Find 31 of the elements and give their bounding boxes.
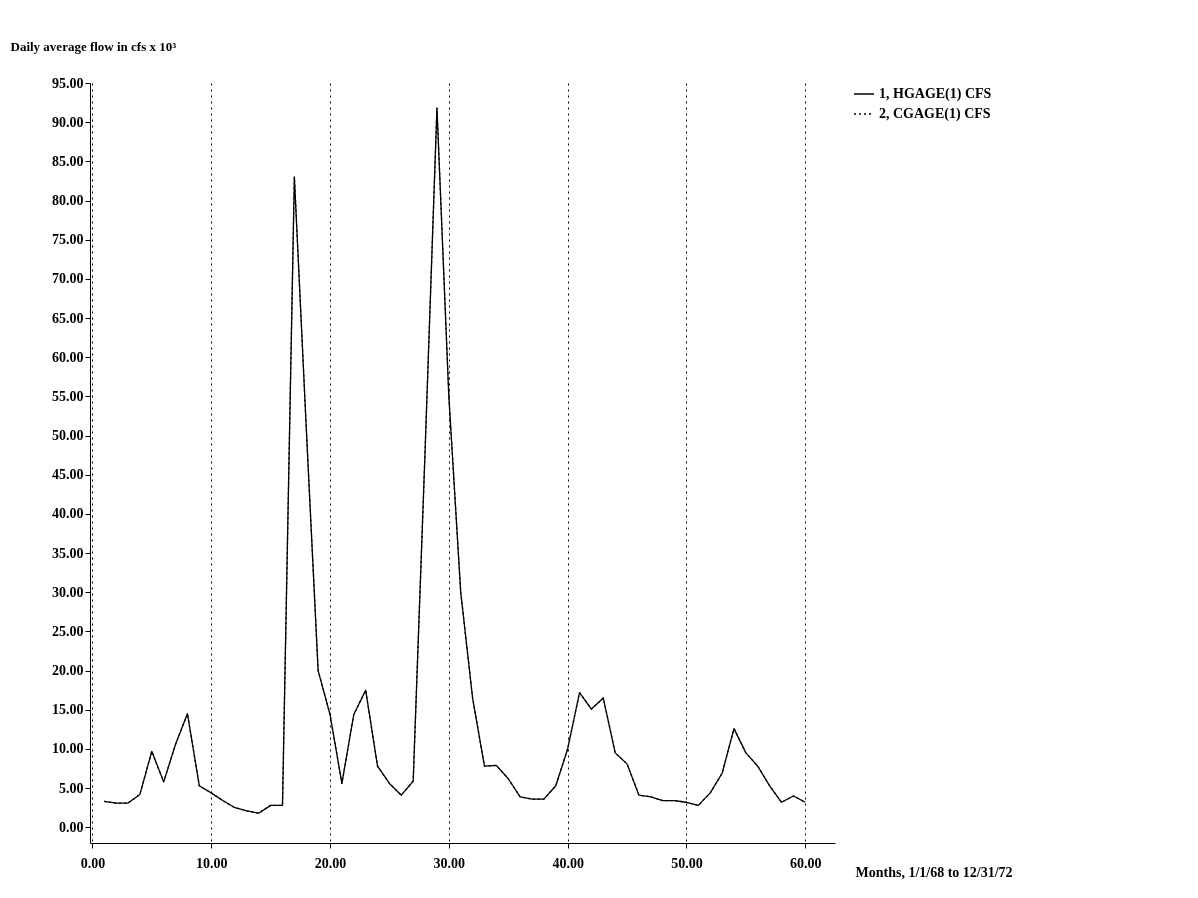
y-tick-label: 25.00 <box>52 623 84 639</box>
y-tick-label: 95.00 <box>52 75 84 91</box>
x-tick-label: 10.00 <box>195 855 228 871</box>
y-tick-label: 55.00 <box>52 388 84 404</box>
y-tick-label: 40.00 <box>52 506 84 522</box>
x-tick-label: 60.00 <box>790 855 822 871</box>
x-tick-label: 0.00 <box>80 855 106 871</box>
y-tick-label: 20.00 <box>52 663 84 679</box>
y-tick-label: 90.00 <box>52 114 84 130</box>
y-tick-label: 30.00 <box>52 584 84 600</box>
y-tick-label: 70.00 <box>52 271 84 287</box>
y-tick-label: 35.00 <box>52 545 84 561</box>
x-tick-label: 20.00 <box>314 855 347 871</box>
y-tick-label: 15.00 <box>52 702 84 718</box>
y-tick-label: 0.00 <box>59 819 84 835</box>
x-tick-label: 50.00 <box>671 855 703 871</box>
y-tick-label: 5.00 <box>59 780 84 796</box>
y-tick-label: 65.00 <box>52 310 84 326</box>
x-axis-title: Months, 1/1/68 to 12/31/72 <box>855 864 1013 880</box>
legend-label: 2, CGAGE(1) CFS <box>879 106 991 122</box>
y-axis-title: Daily average flow in cfs x 10³ <box>10 38 177 54</box>
y-tick-label: 50.00 <box>52 428 84 444</box>
x-tick-label: 40.00 <box>552 855 584 871</box>
legend-label: 1, HGAGE(1) CFS <box>879 86 992 102</box>
x-tick-label: 30.00 <box>433 855 466 871</box>
y-tick-label: 85.00 <box>52 153 84 169</box>
y-tick-label: 10.00 <box>52 741 84 757</box>
y-tick-label: 80.00 <box>52 193 84 209</box>
y-tick-label: 60.00 <box>52 349 84 365</box>
y-tick-label: 45.00 <box>52 467 84 483</box>
y-tick-label: 75.00 <box>52 232 84 248</box>
